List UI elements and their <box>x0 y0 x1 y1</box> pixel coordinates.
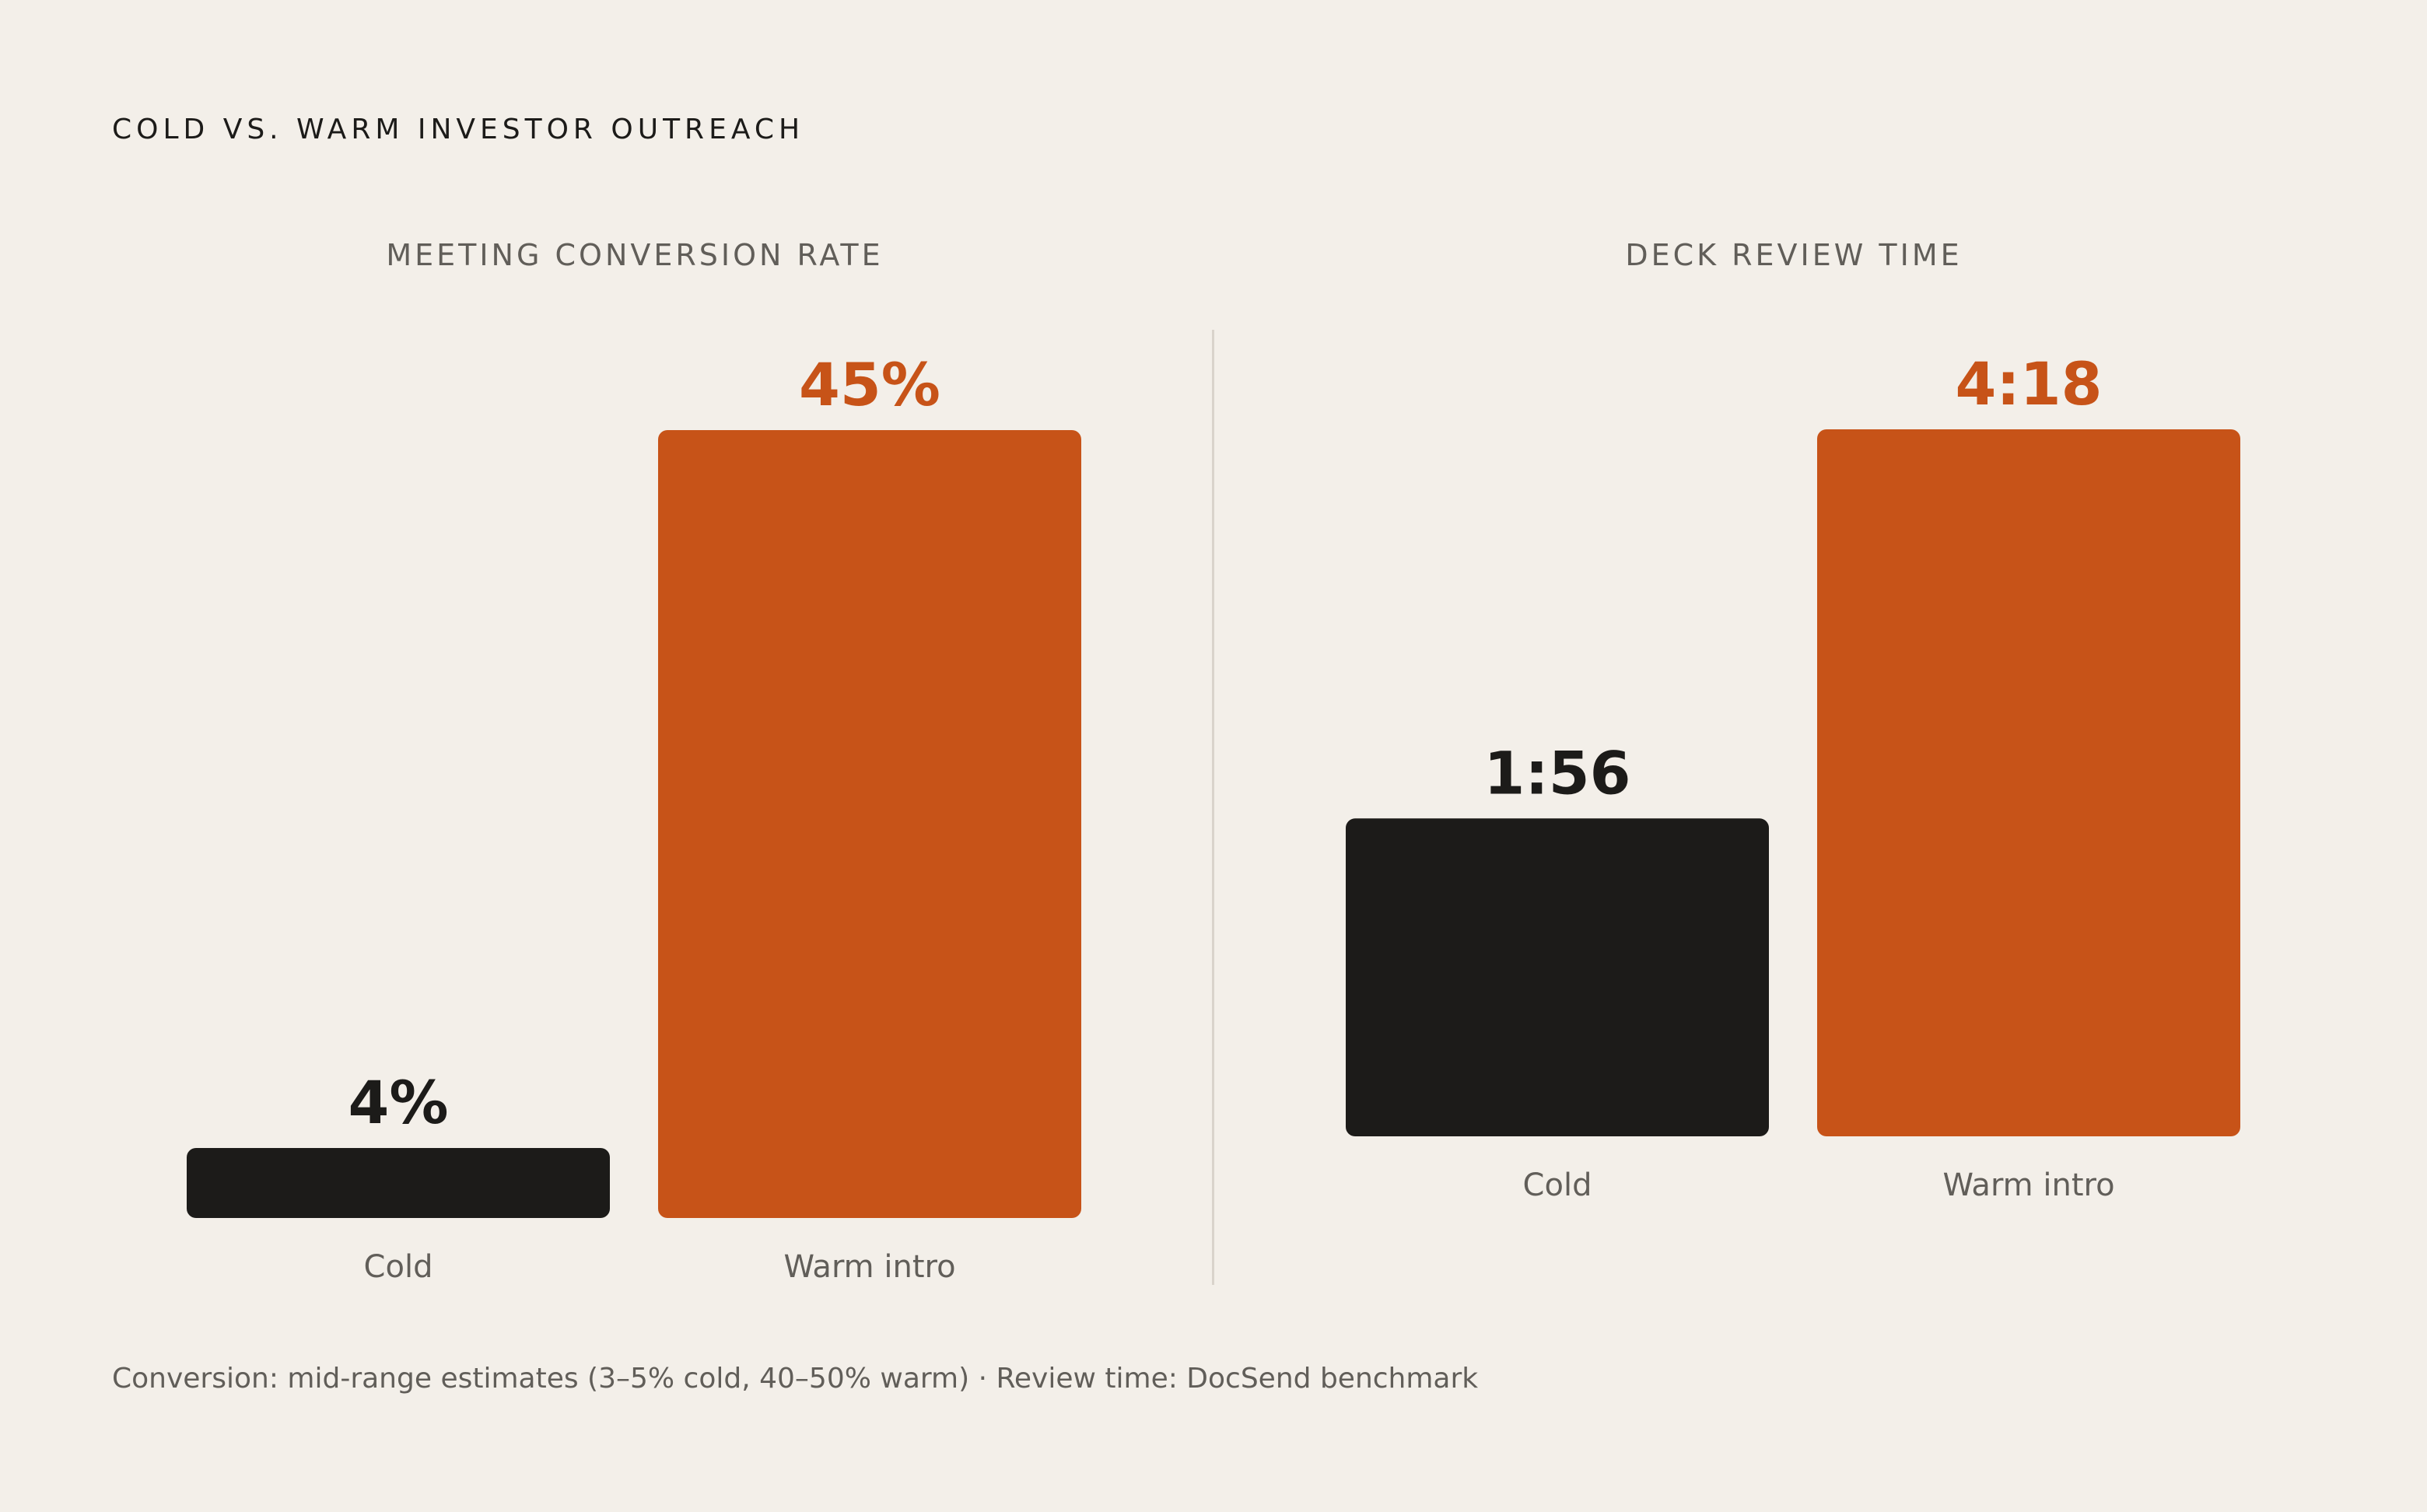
category-label-warm-intro: Warm intro <box>783 1249 955 1285</box>
chart-panel-1: 4% Cold 45% Warm intro <box>187 350 1081 1285</box>
data-label-cold: 1:56 <box>1483 738 1630 807</box>
bar-cold <box>187 1147 610 1218</box>
data-label-cold: 4% <box>348 1068 448 1137</box>
chart-panel-2: 1:56 Cold 4:18 Warm intro <box>1346 349 2240 1203</box>
category-label-warm-intro: Warm intro <box>1942 1167 2114 1203</box>
panel-title-review-time: DECK REVIEW TIME <box>1625 238 1963 272</box>
bar-cold <box>1346 818 1769 1136</box>
bar-warm-intro <box>1817 429 2240 1136</box>
data-label-warm-intro: 4:18 <box>1955 349 2102 418</box>
data-label-warm-intro: 45% <box>799 350 940 419</box>
footnote: Conversion: mid-range estimates (3–5% co… <box>112 1363 1479 1395</box>
panel-title-conversion: MEETING CONVERSION RATE <box>386 238 884 272</box>
category-label-cold: Cold <box>364 1249 433 1285</box>
chart-title: COLD VS. WARM INVESTOR OUTREACH <box>112 114 805 145</box>
bar-warm-intro <box>658 430 1081 1218</box>
panel-divider <box>1212 330 1214 1285</box>
category-label-cold: Cold <box>1523 1167 1592 1203</box>
